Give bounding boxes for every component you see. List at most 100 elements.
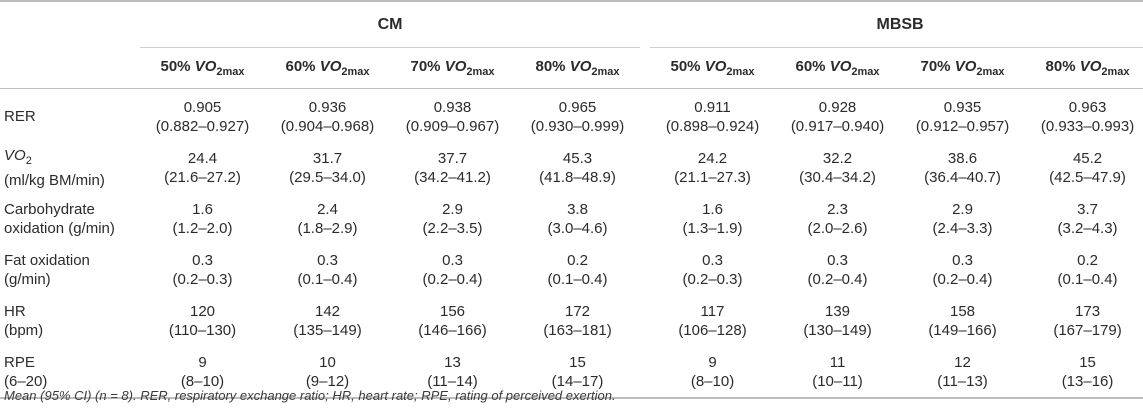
cell-ci: (30.4–34.2) <box>799 168 876 186</box>
cell-ci: (0.1–0.4) <box>297 270 358 288</box>
table-row: RPE (6–20) 9 (8–10) 10 (9–12) 13 (11–14) 15 (14–1… <box>0 346 1143 399</box>
row-label: Fat oxidation (g/min) <box>0 244 140 295</box>
cell-mean: 117 <box>700 302 725 320</box>
cell-mean: 0.3 <box>317 251 338 269</box>
table-row: VO2 (ml/kg BM/min) 24.4 (21.6–27.2) 31.7 (29.… <box>0 142 1143 193</box>
cell-mean: 24.2 <box>697 149 728 167</box>
cell-mean: 3.7 <box>1077 200 1098 218</box>
cell-ci: (3.2–4.3) <box>1057 219 1118 237</box>
row-label: RER <box>0 89 140 143</box>
cell-ci: (0.1–0.4) <box>1057 270 1118 288</box>
cell-mean: 9 <box>198 353 207 371</box>
table-cell: 2.9 (2.4–3.3) <box>900 193 1025 244</box>
table-cell: 0.3 (0.1–0.4) <box>265 244 390 295</box>
cell-ci: (0.904–0.968) <box>280 117 375 135</box>
row-label-line1: RPE <box>4 353 35 371</box>
table-cell: 10 (9–12) <box>265 346 390 399</box>
cell-ci: (9–12) <box>305 372 350 390</box>
cell-mean: 11 <box>829 353 846 371</box>
row-label: Carbohydrate oxidation (g/min) <box>0 193 140 244</box>
cell-ci: (0.2–0.4) <box>807 270 868 288</box>
cell-ci: (14–17) <box>551 372 604 390</box>
table-cell: 37.7 (34.2–41.2) <box>390 142 515 193</box>
table-cell: 0.2 (0.1–0.4) <box>515 244 640 295</box>
table-row: RER 0.905 (0.882–0.927) 0.936 (0.904–0.968) 0… <box>0 89 1143 143</box>
cell-mean: 10 <box>319 353 336 371</box>
cell-mean: 45.3 <box>562 149 593 167</box>
row-label-subscript: 2 <box>25 154 32 167</box>
table-cell: 9 (8–10) <box>140 346 265 399</box>
table-cell: 3.7 (3.2–4.3) <box>1025 193 1143 244</box>
column-header: 70% VO2max <box>390 47 515 89</box>
table-row: Carbohydrate oxidation (g/min) 1.6 (1.2–2.0… <box>0 193 1143 244</box>
cell-mean: 0.905 <box>183 98 222 116</box>
group-mbsb-header: MBSB <box>650 0 1143 48</box>
row-label: VO2 (ml/kg BM/min) <box>0 142 140 193</box>
table-cell: 0.2 (0.1–0.4) <box>1025 244 1143 295</box>
table-footnote: Mean (95% CI) (n = 8). RER, respiratory … <box>4 388 616 403</box>
table-cell: 12 (11–13) <box>900 346 1026 399</box>
cell-ci: (1.3–1.9) <box>682 219 743 237</box>
cell-ci: (0.2–0.4) <box>422 270 483 288</box>
cell-mean: 15 <box>569 353 586 371</box>
cell-ci: (0.898–0.924) <box>665 117 760 135</box>
cell-ci: (10–11) <box>812 372 863 390</box>
table-cell: 173 (167–179) <box>1025 295 1143 346</box>
cell-mean: 13 <box>444 353 461 371</box>
row-label-line1: VO <box>4 146 26 164</box>
cell-ci: (163–181) <box>543 321 612 339</box>
column-header: 70% VO2max <box>900 47 1026 89</box>
cell-ci: (130–149) <box>803 321 872 339</box>
cell-ci: (0.912–0.957) <box>915 117 1010 135</box>
table-cell: 117 (106–128) <box>650 295 775 346</box>
cell-mean: 139 <box>825 302 851 320</box>
cell-ci: (0.2–0.4) <box>932 270 993 288</box>
table-cell: 9 (8–10) <box>650 346 776 399</box>
cell-ci: (135–149) <box>293 321 362 339</box>
table-cell: 0.963 (0.933–0.993) <box>1025 89 1143 143</box>
cell-ci: (0.2–0.3) <box>172 270 233 288</box>
cell-mean: 2.9 <box>442 200 463 218</box>
cell-mean: 0.3 <box>827 251 848 269</box>
cell-ci: (149–166) <box>928 321 997 339</box>
cell-mean: 24.4 <box>187 149 218 167</box>
cell-ci: (110–130) <box>168 321 237 339</box>
cell-mean: 2.4 <box>317 200 338 218</box>
column-header: 60% VO2max <box>265 47 390 89</box>
column-header: 60% VO2max <box>775 47 901 89</box>
row-label-line2: oxidation (g/min) <box>4 219 115 237</box>
cell-mean: 12 <box>954 353 971 371</box>
table-cell: 15 (13–16) <box>1025 346 1143 399</box>
table-cell: 0.928 (0.917–0.940) <box>775 89 900 143</box>
cell-mean: 1.6 <box>192 200 213 218</box>
cell-ci: (0.933–0.993) <box>1040 117 1135 135</box>
cell-mean: 0.938 <box>433 98 472 116</box>
table-cell: 13 (11–14) <box>390 346 515 399</box>
table-cell: 45.3 (41.8–48.9) <box>515 142 640 193</box>
table-cell: 0.3 (0.2–0.4) <box>390 244 515 295</box>
table-cell: 38.6 (36.4–40.7) <box>900 142 1025 193</box>
data-table: CM MBSB 50% VO2max 60% VO2max 70% VO2max… <box>0 0 1143 399</box>
row-label-line2: (ml/kg BM/min) <box>4 171 105 189</box>
cell-mean: 32.2 <box>822 149 853 167</box>
cell-mean: 142 <box>314 302 341 320</box>
row-label: HR (bpm) <box>0 295 140 346</box>
cell-mean: 0.3 <box>442 251 463 269</box>
cell-mean: 9 <box>708 353 717 371</box>
table-cell: 3.8 (3.0–4.6) <box>515 193 640 244</box>
cell-ci: (0.2–0.3) <box>682 270 743 288</box>
table-cell: 2.9 (2.2–3.5) <box>390 193 515 244</box>
cell-mean: 0.965 <box>558 98 597 116</box>
row-label-line2: (bpm) <box>4 321 44 339</box>
cell-ci: (2.2–3.5) <box>422 219 483 237</box>
cell-ci: (42.5–47.9) <box>1049 168 1126 186</box>
table-cell: 24.4 (21.6–27.2) <box>140 142 265 193</box>
cell-mean: 0.935 <box>943 98 982 116</box>
column-header: 50% VO2max <box>650 47 776 89</box>
cell-ci: (3.0–4.6) <box>547 219 608 237</box>
row-label-line2: (6–20) <box>4 372 48 390</box>
table-cell: 0.936 (0.904–0.968) <box>265 89 390 143</box>
cell-ci: (36.4–40.7) <box>924 168 1001 186</box>
cell-ci: (0.917–0.940) <box>790 117 885 135</box>
cell-ci: (8–10) <box>690 372 735 390</box>
